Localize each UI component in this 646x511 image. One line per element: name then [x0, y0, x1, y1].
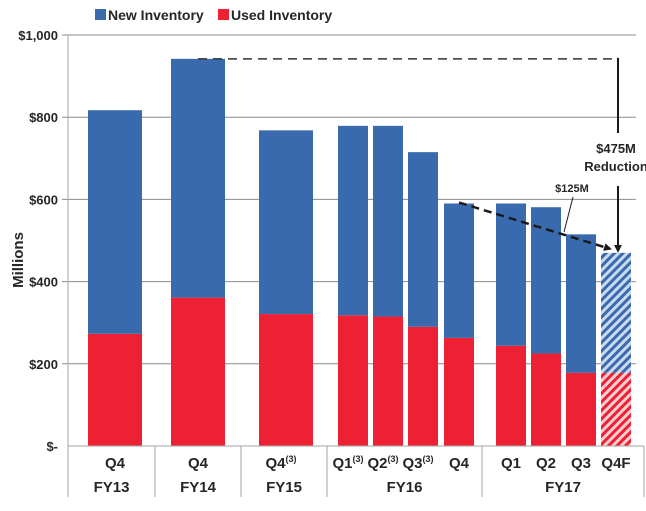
y-axis-ticks: $- $200 $400 $600 $800 $1,000 — [18, 28, 58, 454]
x-tick-label: Q4 — [449, 455, 470, 472]
bar-used-inventory — [496, 345, 526, 446]
bar-new-inventory — [444, 203, 474, 338]
y-tick-label: $- — [46, 439, 58, 454]
reduction-amount-label: $475M — [596, 141, 636, 156]
x-group-label: FY16 — [387, 479, 423, 496]
bar-new-inventory — [171, 58, 225, 298]
x-tick-label: Q4(3) — [265, 454, 296, 472]
bar-used-inventory — [531, 353, 561, 446]
x-group-label: FY14 — [180, 479, 217, 496]
x-group-label: FY13 — [94, 479, 130, 496]
y-tick-label: $800 — [29, 110, 58, 125]
legend-label-used-inventory: Used Inventory — [231, 7, 332, 23]
bar-used-inventory — [259, 314, 313, 446]
bar-used-inventory — [444, 337, 474, 446]
bar-new-inventory — [496, 203, 526, 346]
trend-dashed-arrow — [458, 201, 612, 251]
recent-reduction-leader-line — [563, 196, 574, 233]
x-tick-label: Q2 — [536, 455, 556, 472]
y-axis-label: Millions — [10, 232, 27, 288]
y-tick-label: $600 — [29, 192, 58, 207]
bars — [88, 58, 631, 446]
bar-new-inventory — [566, 234, 596, 373]
x-tick-label: Q1(3) — [332, 454, 363, 472]
x-tick-label: Q2(3) — [367, 454, 398, 472]
bar-used-inventory — [566, 372, 596, 446]
x-group-label: FY17 — [545, 479, 581, 496]
bar-new-inventory — [408, 152, 438, 327]
legend-label-new-inventory: New Inventory — [108, 7, 204, 23]
legend: New Inventory Used Inventory — [95, 7, 332, 23]
bar-used-inventory — [408, 326, 438, 446]
x-tick-label: Q3 — [571, 455, 591, 472]
y-tick-label: $400 — [29, 275, 58, 290]
y-tick-label: $1,000 — [18, 28, 58, 43]
x-tick-label: Q4F — [601, 455, 630, 472]
bar-used-inventory — [171, 297, 225, 446]
bar-used-inventory — [88, 333, 142, 446]
reduction-text-label: Reduction — [584, 159, 646, 174]
annotations: $475M Reduction $125M — [198, 57, 646, 253]
x-tick-label: Q3(3) — [402, 454, 433, 472]
x-tick-label: Q4 — [105, 455, 126, 472]
bar-new-inventory — [259, 130, 313, 315]
x-tick-label: Q4 — [188, 455, 209, 472]
bar-new-inventory — [531, 207, 561, 354]
x-group-label: FY15 — [266, 479, 302, 496]
legend-swatch-used-inventory — [218, 9, 229, 20]
bar-new-inventory — [373, 125, 403, 317]
bar-used-inventory — [601, 372, 631, 446]
y-tick-label: $200 — [29, 357, 58, 372]
bar-new-inventory — [338, 125, 368, 316]
x-axis: Q4 Q4 Q4(3) Q1(3) Q2(3) Q3(3) Q4 Q1 Q2 Q3 Q4F FY13 F… — [68, 445, 645, 497]
x-tick-label: Q1 — [501, 455, 521, 472]
recent-reduction-label: $125M — [555, 183, 589, 195]
legend-swatch-new-inventory — [95, 9, 106, 20]
bar-new-inventory — [601, 252, 631, 373]
bar-new-inventory — [88, 110, 142, 334]
bar-used-inventory — [338, 315, 368, 446]
bar-used-inventory — [373, 316, 403, 446]
